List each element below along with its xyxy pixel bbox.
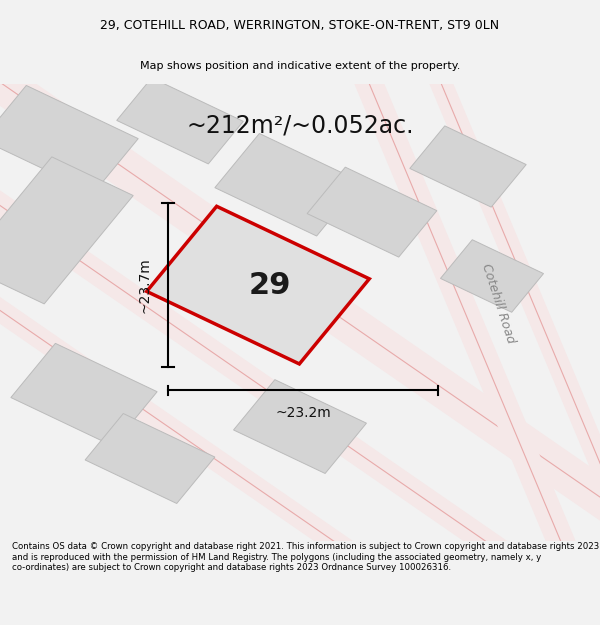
Polygon shape — [0, 157, 133, 304]
Text: Contains OS data © Crown copyright and database right 2021. This information is : Contains OS data © Crown copyright and d… — [12, 542, 599, 572]
Text: 29: 29 — [249, 271, 291, 299]
Text: Cotehill Road: Cotehill Road — [479, 262, 517, 345]
Polygon shape — [85, 414, 215, 504]
Polygon shape — [117, 78, 243, 164]
Text: ~23.2m: ~23.2m — [275, 406, 331, 420]
Text: 29, COTEHILL ROAD, WERRINGTON, STOKE-ON-TRENT, ST9 0LN: 29, COTEHILL ROAD, WERRINGTON, STOKE-ON-… — [100, 19, 500, 32]
Text: ~23.7m: ~23.7m — [137, 258, 151, 313]
Polygon shape — [11, 343, 157, 446]
Polygon shape — [410, 126, 526, 207]
Polygon shape — [147, 206, 369, 364]
Polygon shape — [215, 134, 361, 236]
Polygon shape — [307, 167, 437, 257]
Text: ~212m²/~0.052ac.: ~212m²/~0.052ac. — [186, 114, 414, 138]
Text: Map shows position and indicative extent of the property.: Map shows position and indicative extent… — [140, 61, 460, 71]
Polygon shape — [440, 240, 544, 312]
Polygon shape — [233, 379, 367, 474]
Polygon shape — [0, 86, 138, 192]
